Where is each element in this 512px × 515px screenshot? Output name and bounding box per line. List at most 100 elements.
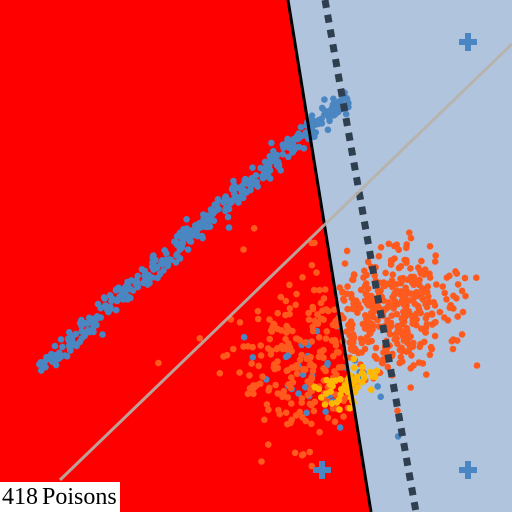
scatter-point xyxy=(263,401,271,408)
scatter-point xyxy=(265,387,272,394)
dashed-boundary-line xyxy=(321,0,420,512)
scatter-point xyxy=(413,321,420,329)
scatter-point xyxy=(341,260,349,267)
scatter-point xyxy=(240,333,248,341)
scatter-point xyxy=(393,241,401,248)
scatter-point xyxy=(363,271,371,279)
scatter-point xyxy=(369,298,376,305)
clean-boundary-line xyxy=(58,42,512,482)
scatter-point xyxy=(426,243,434,250)
scatter-point xyxy=(450,292,457,300)
scatter-point xyxy=(291,449,299,457)
scatter-point xyxy=(401,318,408,326)
scatter-point xyxy=(415,264,422,271)
scatter-point xyxy=(321,96,328,103)
scatter-point xyxy=(258,458,265,465)
scatter-point xyxy=(284,394,292,401)
scatter-point xyxy=(266,316,273,323)
scatter-point xyxy=(288,400,295,407)
scatter-point xyxy=(249,164,256,171)
scatter-point xyxy=(320,316,327,324)
scatter-point xyxy=(342,110,350,118)
scatter-point xyxy=(192,230,200,237)
scatter-point xyxy=(250,225,258,232)
scatter-point xyxy=(322,335,330,342)
scatter-point xyxy=(364,322,371,330)
scatter-point xyxy=(220,353,227,360)
scatter-point xyxy=(199,234,206,242)
scatter-point xyxy=(366,368,374,376)
scatter-point xyxy=(298,351,305,359)
scatter-point xyxy=(254,315,262,323)
scatter-point xyxy=(53,356,60,363)
scatter-point xyxy=(253,178,261,186)
scatter-point xyxy=(313,269,320,276)
scatter-point xyxy=(47,356,54,363)
scatter-point xyxy=(344,305,351,313)
scatter-point xyxy=(340,413,347,420)
scatter-point xyxy=(415,359,423,366)
scatter-point xyxy=(322,367,329,375)
scatter-point xyxy=(259,373,266,380)
scatter-point xyxy=(308,420,315,428)
scatter-point xyxy=(350,355,358,363)
scatter-point xyxy=(382,269,389,277)
scatter-point xyxy=(335,108,342,116)
scatter-point xyxy=(330,95,337,103)
scatter-point xyxy=(359,363,366,371)
scatter-point xyxy=(362,312,369,319)
scatter-point xyxy=(186,237,193,245)
scatter-point xyxy=(252,172,260,179)
scatter-point xyxy=(462,292,469,300)
scatter-point xyxy=(112,306,120,314)
scatter-point xyxy=(351,388,359,396)
scatter-point xyxy=(299,274,306,281)
solid-boundary-line xyxy=(286,0,373,512)
scatter-point xyxy=(398,297,406,305)
scatter-point xyxy=(301,383,309,391)
scatter-point xyxy=(417,325,425,333)
scatter-point xyxy=(244,390,252,398)
scatter-point xyxy=(90,328,97,336)
scatter-point xyxy=(395,246,403,253)
scatter-point xyxy=(273,151,281,159)
scatter-point xyxy=(324,414,332,422)
scatter-point xyxy=(257,352,265,359)
scatter-point xyxy=(214,196,222,203)
scatter-point xyxy=(343,247,351,255)
scatter-point xyxy=(176,255,184,262)
scatter-point xyxy=(279,393,286,401)
scatter-point xyxy=(284,137,291,144)
scatter-point xyxy=(405,310,413,318)
scatter-point xyxy=(124,293,132,300)
scatter-point xyxy=(422,329,430,336)
scatter-point xyxy=(93,313,101,320)
scatter-point xyxy=(424,283,432,290)
scatter-point xyxy=(240,343,247,350)
data-points xyxy=(36,89,481,470)
scatter-point xyxy=(180,225,187,233)
scatter-point xyxy=(274,344,281,352)
scatter-point xyxy=(294,135,301,143)
scatter-point xyxy=(238,188,245,195)
scatter-point xyxy=(347,344,355,352)
scatter-point xyxy=(398,344,406,352)
scatter-point xyxy=(410,281,418,289)
scatter-point xyxy=(327,388,335,395)
scatter-point xyxy=(277,293,285,301)
scatter-point xyxy=(432,252,440,259)
scatter-point xyxy=(265,406,272,414)
scatter-point xyxy=(236,319,244,326)
scatter-point xyxy=(300,145,308,152)
scatter-point xyxy=(93,321,100,329)
scatter-point xyxy=(287,419,294,427)
scatter-point xyxy=(122,283,129,291)
scatter-point xyxy=(303,355,311,363)
scatter-point xyxy=(299,414,306,421)
scatter-point xyxy=(289,327,296,335)
scatter-point xyxy=(355,349,362,357)
scatter-point xyxy=(385,240,393,248)
scatter-point xyxy=(321,286,329,293)
scatter-point xyxy=(410,362,417,369)
scatter-point xyxy=(389,294,396,301)
